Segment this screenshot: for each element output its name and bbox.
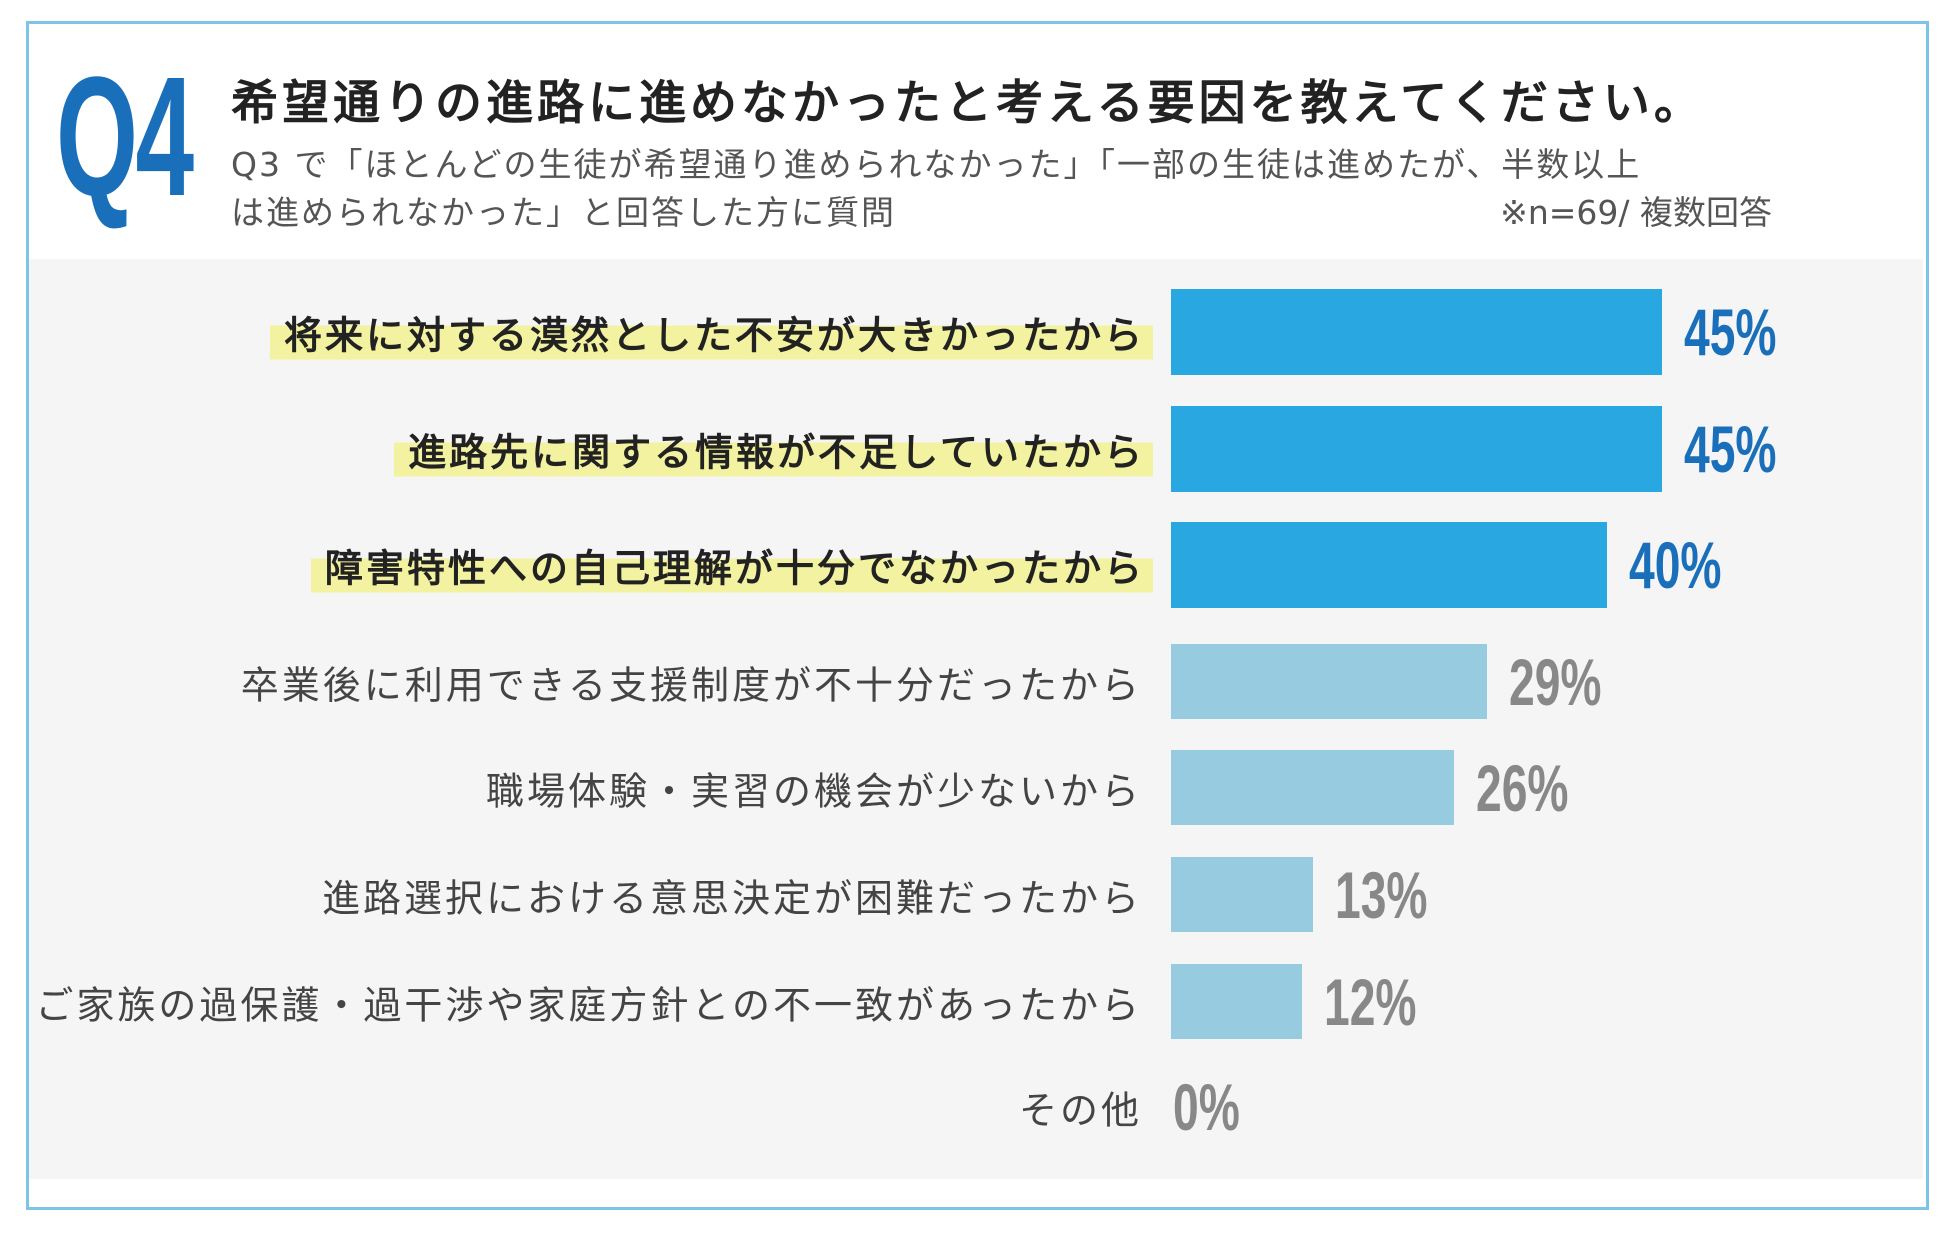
category-label: その他: [1018, 1088, 1142, 1133]
value-label: 45%: [1683, 412, 1776, 486]
subtitle-line-2: は進められなかった」と回答した方に質問: [231, 193, 896, 232]
sample-note: ※n=69/ 複数回答: [1500, 193, 1772, 232]
value-label: 45%: [1683, 295, 1776, 369]
category-label: 職場体験・実習の機会が少ないから: [485, 769, 1142, 813]
bar: [1171, 964, 1302, 1039]
category-label: 進路先に関する情報が不足していたから: [394, 421, 1153, 477]
value-label: 40%: [1629, 528, 1722, 602]
question-number: Q4: [56, 42, 194, 232]
bar: [1171, 406, 1662, 492]
category-label: ご家族の過保護・過干渉や家庭方針との不一致があったから: [35, 983, 1142, 1027]
value-label: 13%: [1334, 857, 1428, 932]
value-label: 0%: [1173, 1070, 1240, 1144]
chart-panel: [29, 259, 1923, 1179]
bar: [1171, 857, 1313, 932]
bar: [1171, 289, 1662, 375]
bar: [1171, 644, 1488, 719]
subtitle-line-1: Q3 で「ほとんどの生徒が希望通り進められなかった」「一部の生徒は進めたが、半数…: [231, 145, 1642, 184]
bar: [1171, 522, 1607, 608]
category-label: 進路選択における意思決定が困難だったから: [321, 876, 1142, 920]
bar: [1171, 750, 1455, 825]
value-label: 12%: [1323, 964, 1417, 1039]
category-label: 障害特性への自己理解が十分でなかったから: [310, 537, 1153, 593]
value-label: 29%: [1509, 644, 1602, 719]
category-label: 将来に対する漠然とした不安が大きかったから: [269, 304, 1153, 360]
value-label: 26%: [1476, 750, 1569, 825]
question-title: 希望通りの進路に進めなかったと考える要因を教えてください。: [231, 76, 1705, 131]
category-label: 卒業後に利用できる支援制度が不十分だったから: [240, 663, 1142, 707]
chart-frame: [26, 21, 1929, 1210]
